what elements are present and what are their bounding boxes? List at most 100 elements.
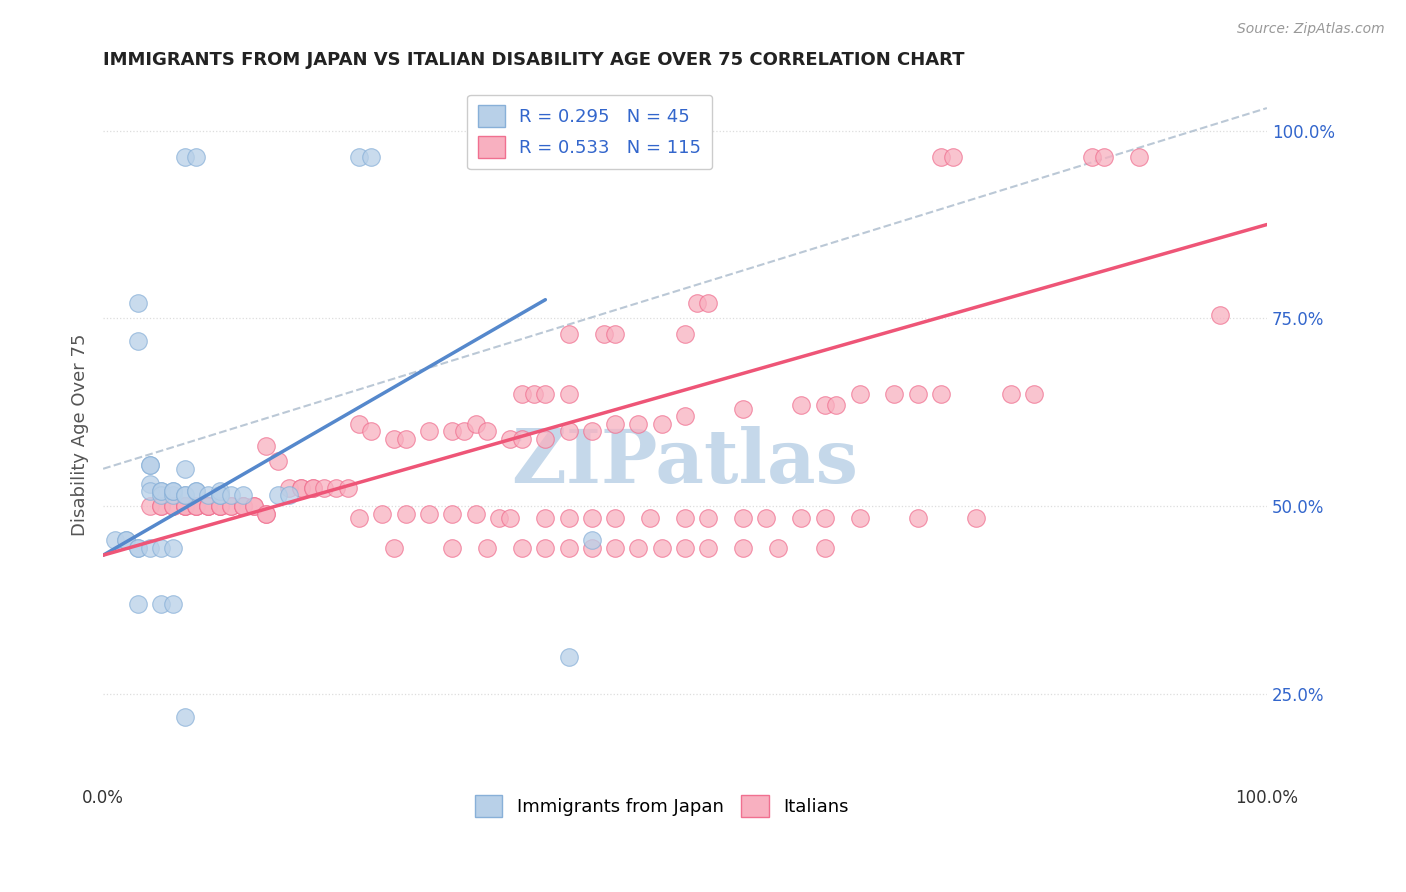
Point — [186, 500, 208, 514]
Point — [138, 484, 160, 499]
Point — [127, 541, 149, 555]
Point — [208, 488, 231, 502]
Point — [534, 510, 557, 524]
Point — [557, 649, 579, 664]
Point — [651, 417, 673, 431]
Point — [173, 462, 195, 476]
Point — [138, 458, 160, 472]
Point — [360, 424, 382, 438]
Point — [907, 386, 929, 401]
Point — [127, 334, 149, 348]
Point — [627, 417, 650, 431]
Point — [557, 541, 579, 555]
Point — [219, 488, 242, 502]
Point — [755, 510, 778, 524]
Point — [150, 500, 173, 514]
Point — [581, 533, 603, 548]
Point — [581, 541, 603, 555]
Point — [965, 510, 987, 524]
Point — [138, 541, 160, 555]
Point — [347, 150, 370, 164]
Point — [347, 510, 370, 524]
Point — [197, 500, 219, 514]
Point — [510, 432, 533, 446]
Point — [453, 424, 475, 438]
Point — [848, 386, 870, 401]
Point — [673, 510, 696, 524]
Text: ZIPatlas: ZIPatlas — [512, 426, 859, 500]
Point — [278, 488, 301, 502]
Point — [441, 507, 464, 521]
Point — [929, 386, 952, 401]
Point — [395, 432, 418, 446]
Point — [127, 541, 149, 555]
Point — [1128, 150, 1150, 164]
Point — [441, 424, 464, 438]
Point — [523, 386, 546, 401]
Point — [766, 541, 789, 555]
Point — [581, 424, 603, 438]
Point — [173, 500, 195, 514]
Point — [814, 510, 837, 524]
Point — [697, 541, 720, 555]
Point — [173, 710, 195, 724]
Point — [278, 481, 301, 495]
Point — [907, 510, 929, 524]
Legend: Immigrants from Japan, Italians: Immigrants from Japan, Italians — [468, 788, 856, 824]
Point — [314, 481, 336, 495]
Point — [232, 488, 254, 502]
Point — [197, 500, 219, 514]
Point — [173, 488, 195, 502]
Point — [162, 500, 184, 514]
Point — [219, 500, 242, 514]
Point — [592, 326, 614, 341]
Point — [115, 533, 138, 548]
Point — [301, 481, 323, 495]
Point — [115, 533, 138, 548]
Point — [382, 432, 405, 446]
Point — [499, 432, 522, 446]
Point — [162, 484, 184, 499]
Y-axis label: Disability Age Over 75: Disability Age Over 75 — [72, 334, 89, 536]
Point — [685, 296, 707, 310]
Point — [534, 541, 557, 555]
Point — [336, 481, 359, 495]
Point — [232, 500, 254, 514]
Point — [534, 432, 557, 446]
Text: IMMIGRANTS FROM JAPAN VS ITALIAN DISABILITY AGE OVER 75 CORRELATION CHART: IMMIGRANTS FROM JAPAN VS ITALIAN DISABIL… — [103, 51, 965, 69]
Point — [418, 424, 440, 438]
Point — [173, 500, 195, 514]
Point — [254, 507, 277, 521]
Point — [173, 500, 195, 514]
Point — [395, 507, 418, 521]
Point — [186, 150, 208, 164]
Point — [848, 510, 870, 524]
Point — [290, 481, 312, 495]
Point — [557, 424, 579, 438]
Point — [208, 500, 231, 514]
Point — [371, 507, 394, 521]
Point — [581, 510, 603, 524]
Point — [441, 541, 464, 555]
Point — [254, 439, 277, 453]
Point — [162, 541, 184, 555]
Point — [208, 488, 231, 502]
Point — [942, 150, 965, 164]
Point — [464, 417, 486, 431]
Point — [475, 541, 498, 555]
Point — [127, 597, 149, 611]
Point — [510, 386, 533, 401]
Point — [929, 150, 952, 164]
Point — [208, 484, 231, 499]
Point — [475, 424, 498, 438]
Point — [197, 488, 219, 502]
Point — [814, 541, 837, 555]
Point — [138, 458, 160, 472]
Point — [150, 597, 173, 611]
Point — [208, 500, 231, 514]
Point — [360, 150, 382, 164]
Point — [150, 541, 173, 555]
Point — [325, 481, 347, 495]
Point — [790, 398, 813, 412]
Point — [697, 510, 720, 524]
